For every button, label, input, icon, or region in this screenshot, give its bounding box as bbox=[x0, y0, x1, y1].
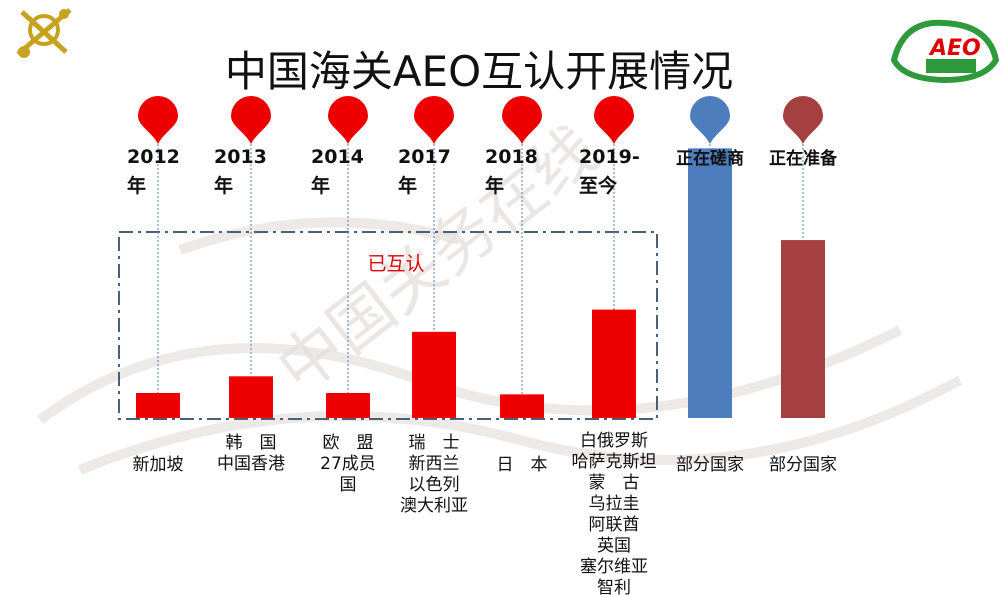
marker-pin-2019-icon bbox=[594, 96, 634, 144]
category-label-2013-0: 韩 国 bbox=[226, 433, 277, 453]
category-label-preparing-0: 部分国家 bbox=[769, 455, 837, 475]
category-label-2019-3: 乌拉圭 bbox=[589, 494, 640, 514]
status-label-negotiating: 正在磋商 bbox=[676, 148, 744, 169]
bar-2013 bbox=[229, 376, 273, 418]
bar-negotiating bbox=[688, 148, 732, 418]
marker-pin-2014-icon bbox=[328, 96, 368, 144]
marker-pin-2017-icon bbox=[414, 96, 454, 144]
customs-emblem-icon bbox=[16, 8, 72, 58]
year-suffix-2012: 年 bbox=[127, 174, 146, 197]
category-label-2017-3: 澳大利亚 bbox=[400, 496, 468, 516]
bar-2012 bbox=[136, 392, 180, 418]
category-label-2019-7: 智利 bbox=[597, 578, 631, 595]
year-suffix-2013: 年 bbox=[214, 174, 233, 197]
category-label-2012-0: 新加坡 bbox=[133, 455, 184, 475]
category-label-2019-6: 塞尔维亚 bbox=[580, 557, 648, 577]
category-label-negotiating-0: 部分国家 bbox=[676, 455, 744, 475]
bar-2014 bbox=[326, 392, 370, 418]
category-label-2017-1: 新西兰 bbox=[409, 454, 460, 474]
year-suffix-2019: 至今 bbox=[579, 174, 617, 197]
recognized-group-box bbox=[118, 231, 658, 420]
marker-pin-2012-icon bbox=[138, 96, 178, 144]
category-label-2017-0: 瑞 士 bbox=[409, 433, 460, 453]
category-label-2018-0: 日 本 bbox=[497, 455, 548, 475]
year-label-2013: 2013 bbox=[214, 146, 267, 168]
bar-2018 bbox=[500, 394, 544, 418]
year-label-2014: 2014 bbox=[311, 146, 364, 168]
marker-pin-preparing-icon bbox=[783, 96, 823, 144]
category-label-2017-2: 以色列 bbox=[409, 475, 460, 495]
year-label-2017: 2017 bbox=[398, 146, 451, 168]
category-label-2019-4: 阿联酋 bbox=[589, 515, 640, 535]
aeo-logo-text: AEO bbox=[928, 36, 981, 61]
year-label-2018: 2018 bbox=[485, 146, 538, 168]
aeo-logo: AEO bbox=[890, 19, 1000, 84]
category-label-2013-1: 中国香港 bbox=[217, 454, 285, 474]
category-label-2019-1: 哈萨克斯坦 bbox=[572, 452, 657, 472]
recognized-group-label: 已互认 bbox=[367, 253, 424, 275]
bar-2017 bbox=[412, 331, 456, 418]
category-label-2019-0: 白俄罗斯 bbox=[580, 431, 648, 451]
category-label-2014-2: 国 bbox=[340, 475, 357, 495]
year-label-2012: 2012 bbox=[127, 146, 180, 168]
marker-pin-2018-icon bbox=[502, 96, 542, 144]
category-label-2014-1: 27成员 bbox=[320, 454, 376, 474]
marker-pin-2013-icon bbox=[231, 96, 271, 144]
aeo-logo-dragon-icon bbox=[890, 19, 1000, 84]
bar-preparing bbox=[781, 240, 825, 418]
year-suffix-2014: 年 bbox=[311, 174, 330, 197]
status-label-preparing: 正在准备 bbox=[769, 148, 838, 169]
bar-2019 bbox=[592, 309, 636, 418]
year-suffix-2017: 年 bbox=[398, 174, 417, 197]
category-label-2019-2: 蒙 古 bbox=[589, 473, 640, 493]
category-label-2019-5: 英国 bbox=[597, 536, 631, 556]
year-label-2019: 2019- bbox=[579, 146, 640, 168]
year-suffix-2018: 年 bbox=[485, 174, 504, 197]
chart-title: 中国海关AEO互认开展情况 bbox=[225, 47, 733, 96]
marker-pin-negotiating-icon bbox=[690, 96, 730, 144]
category-label-2014-0: 欧 盟 bbox=[323, 433, 374, 453]
